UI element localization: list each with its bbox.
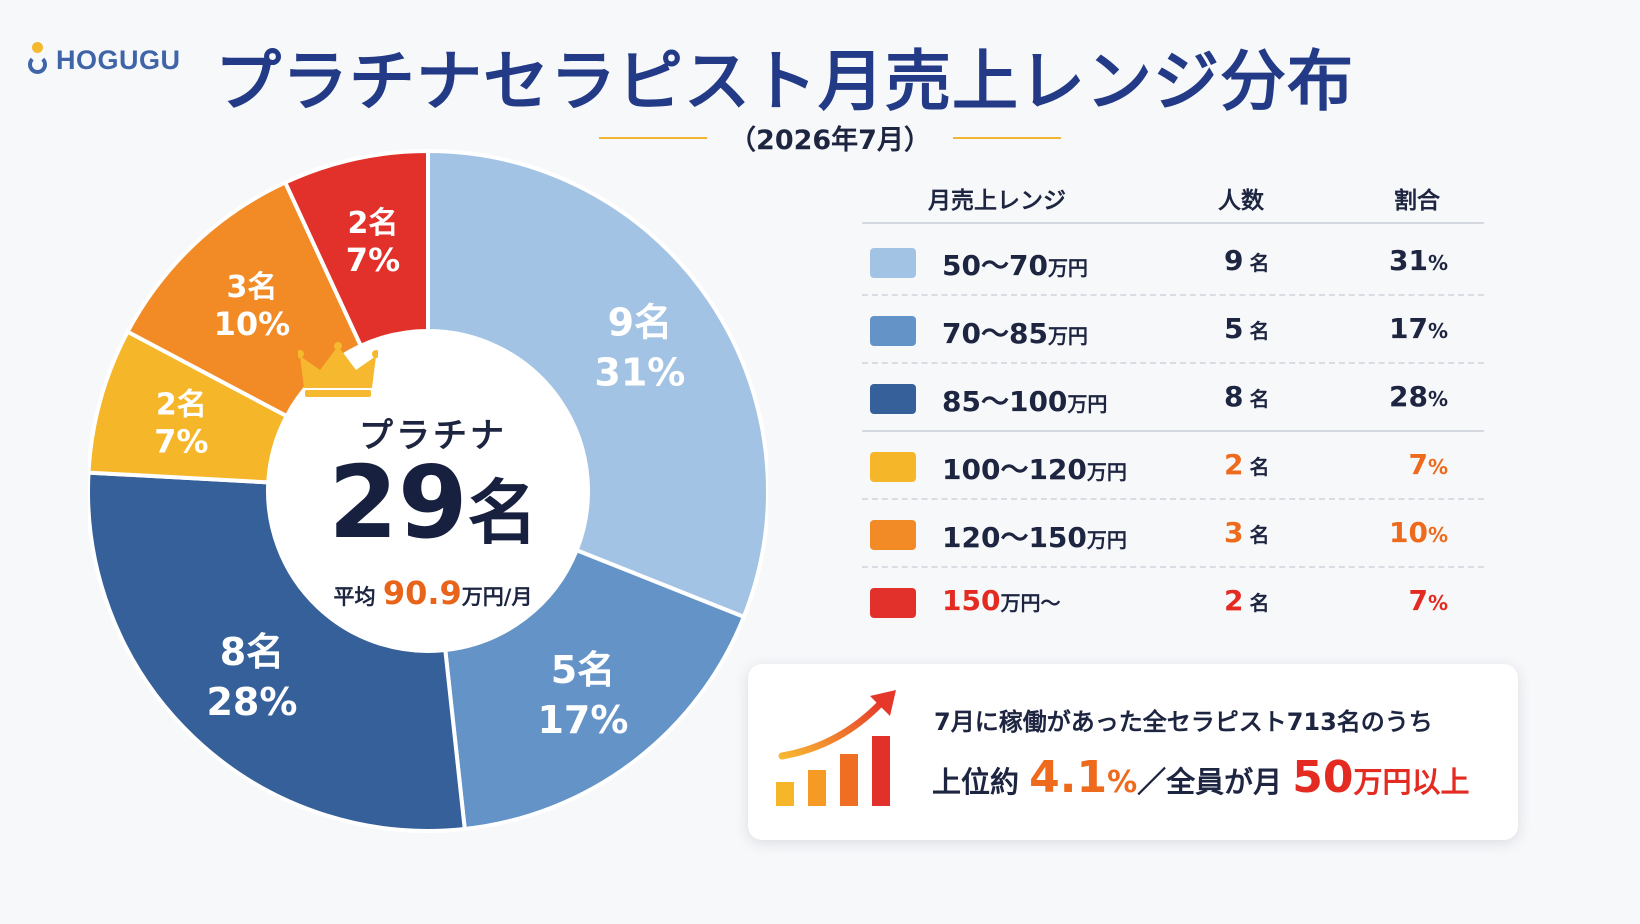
share-value: 31% bbox=[1388, 244, 1448, 277]
table-row: 85〜100万円 8 名 28% bbox=[862, 364, 1484, 432]
table-row: 120〜150万円 3 名 10% bbox=[862, 500, 1484, 568]
legend-swatch bbox=[870, 588, 916, 618]
legend-swatch bbox=[870, 520, 916, 550]
hogugu-logo: HOGUGU bbox=[26, 42, 181, 78]
center-total-number: 29 bbox=[328, 444, 468, 561]
callout-mid: ／全員が月 bbox=[1137, 765, 1283, 799]
callout-pct-unit: % bbox=[1107, 765, 1138, 800]
table-header-divider bbox=[862, 222, 1484, 224]
center-average: 平均 90.9万円/月 bbox=[288, 574, 578, 612]
callout-amount-unit: 万円 bbox=[1353, 765, 1412, 799]
callout-line1: 7月に稼働があった全セラピスト713名のうち bbox=[934, 708, 1433, 736]
table-row: 150万円〜 2 名 7% bbox=[862, 568, 1484, 636]
slice-pct-label: 7% bbox=[154, 423, 208, 461]
header-range: 月売上レンジ bbox=[928, 188, 1066, 214]
row-divider bbox=[862, 498, 1484, 500]
row-divider bbox=[862, 430, 1484, 432]
donut-slice bbox=[426, 148, 768, 620]
callout-prefix: 上位約 bbox=[932, 765, 1020, 799]
row-divider bbox=[862, 362, 1484, 364]
range-label: 100〜120万円 bbox=[942, 453, 1127, 486]
center-total-unit: 名 bbox=[467, 472, 538, 554]
donut-slice bbox=[88, 470, 467, 833]
legend-swatch bbox=[870, 248, 916, 278]
donut-center: プラチナ 29名 平均 90.9万円/月 bbox=[298, 342, 568, 632]
donut-slice bbox=[124, 179, 364, 419]
table-row: 70〜85万円 5 名 17% bbox=[862, 296, 1484, 364]
avg-prefix: 平均 bbox=[333, 585, 376, 609]
summary-callout: 7月に稼働があった全セラピスト713名のうち 上位約 4.1%／全員が月 50万… bbox=[748, 664, 1518, 840]
range-label: 50〜70万円 bbox=[942, 249, 1088, 282]
subtitle-line-left bbox=[599, 136, 708, 139]
slice-count-label: 9名 bbox=[608, 300, 672, 344]
header-share: 割合 bbox=[1394, 188, 1440, 214]
row-divider bbox=[862, 294, 1484, 296]
share-value: 7% bbox=[1408, 584, 1448, 617]
range-label: 120〜150万円 bbox=[942, 521, 1127, 554]
donut-slice bbox=[443, 547, 747, 832]
person-logo-icon bbox=[26, 42, 50, 78]
callout-suffix: 以上 bbox=[1411, 765, 1470, 799]
callout-line2: 上位約 4.1%／全員が月 50万円以上 bbox=[932, 752, 1470, 803]
row-divider bbox=[862, 566, 1484, 568]
donut-chart: 9名 31% 5名 17% 8名 28% 2名 7% 3名 10% 2名 7% プラチナ 29名 平均… bbox=[88, 146, 768, 836]
slice-count-label: 8名 bbox=[220, 630, 284, 674]
slice-count-label: 5名 bbox=[551, 648, 615, 692]
center-total: 29名 bbox=[298, 448, 568, 558]
slice-count-label: 2名 bbox=[156, 388, 207, 423]
legend-swatch bbox=[870, 452, 916, 482]
page-title: プラチナセラピスト月売上レンジ分布 bbox=[215, 43, 1354, 120]
slice-count-label: 3名 bbox=[227, 270, 278, 305]
logo-text: HOGUGU bbox=[56, 44, 181, 75]
donut-hole bbox=[270, 333, 586, 649]
share-value: 10% bbox=[1388, 516, 1448, 549]
range-label: 85〜100万円 bbox=[942, 385, 1108, 418]
callout-pct: 4.1 bbox=[1029, 752, 1108, 803]
legend-swatch bbox=[870, 316, 916, 346]
slice-pct-label: 31% bbox=[594, 350, 685, 394]
slice-count-label: 2名 bbox=[348, 206, 399, 241]
legend-swatch bbox=[870, 384, 916, 414]
avg-unit: 万円/月 bbox=[461, 585, 533, 609]
subtitle-row: （2026年7月） bbox=[580, 118, 1080, 157]
range-label: 70〜85万円 bbox=[942, 317, 1088, 350]
subtitle-line-right bbox=[952, 136, 1061, 139]
donut-slice bbox=[282, 148, 430, 349]
crown-icon bbox=[298, 342, 378, 397]
avg-value: 90.9 bbox=[382, 574, 462, 612]
slice-pct-label: 7% bbox=[346, 241, 400, 279]
slice-pct-label: 17% bbox=[537, 698, 628, 742]
slice-pct-label: 10% bbox=[214, 305, 291, 343]
subtitle: （2026年7月） bbox=[729, 125, 931, 156]
table-row: 100〜120万円 2 名 7% bbox=[862, 432, 1484, 500]
growth-chart-icon bbox=[776, 690, 896, 806]
share-value: 28% bbox=[1388, 380, 1448, 413]
share-value: 17% bbox=[1388, 312, 1448, 345]
share-value: 7% bbox=[1408, 448, 1448, 481]
header-count: 人数 bbox=[1218, 188, 1264, 214]
range-label: 150万円〜 bbox=[942, 584, 1061, 617]
table-row: 50〜70万円 9 名 31% bbox=[862, 228, 1484, 296]
slice-pct-label: 28% bbox=[206, 680, 297, 724]
center-label: プラチナ bbox=[359, 416, 507, 456]
callout-amount: 50 bbox=[1292, 752, 1354, 803]
